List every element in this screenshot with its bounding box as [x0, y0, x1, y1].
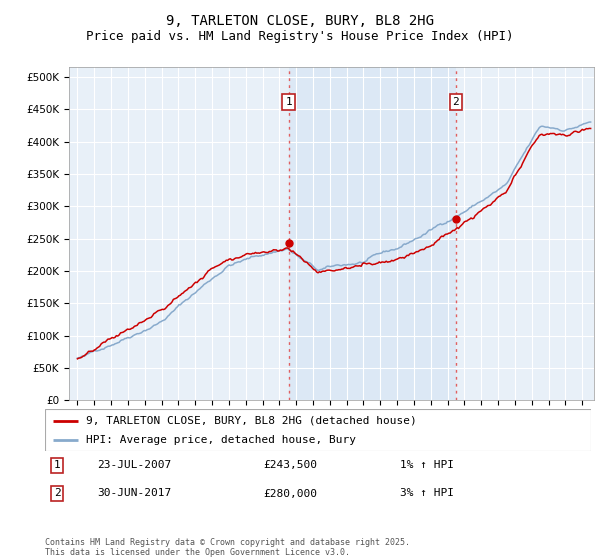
Text: 9, TARLETON CLOSE, BURY, BL8 2HG (detached house): 9, TARLETON CLOSE, BURY, BL8 2HG (detach…	[86, 416, 416, 426]
Text: HPI: Average price, detached house, Bury: HPI: Average price, detached house, Bury	[86, 435, 356, 445]
Text: 23-JUL-2007: 23-JUL-2007	[97, 460, 171, 470]
Text: Contains HM Land Registry data © Crown copyright and database right 2025.
This d: Contains HM Land Registry data © Crown c…	[45, 538, 410, 557]
Text: 2: 2	[53, 488, 61, 498]
Text: 1: 1	[53, 460, 61, 470]
Text: 1% ↑ HPI: 1% ↑ HPI	[400, 460, 454, 470]
Bar	[289, 67, 456, 400]
Text: 9, TARLETON CLOSE, BURY, BL8 2HG: 9, TARLETON CLOSE, BURY, BL8 2HG	[166, 14, 434, 28]
Text: 2: 2	[452, 97, 459, 107]
Text: £280,000: £280,000	[263, 488, 317, 498]
Text: 3% ↑ HPI: 3% ↑ HPI	[400, 488, 454, 498]
Text: Price paid vs. HM Land Registry's House Price Index (HPI): Price paid vs. HM Land Registry's House …	[86, 30, 514, 43]
Text: 30-JUN-2017: 30-JUN-2017	[97, 488, 171, 498]
Text: £243,500: £243,500	[263, 460, 317, 470]
Text: 1: 1	[285, 97, 292, 107]
